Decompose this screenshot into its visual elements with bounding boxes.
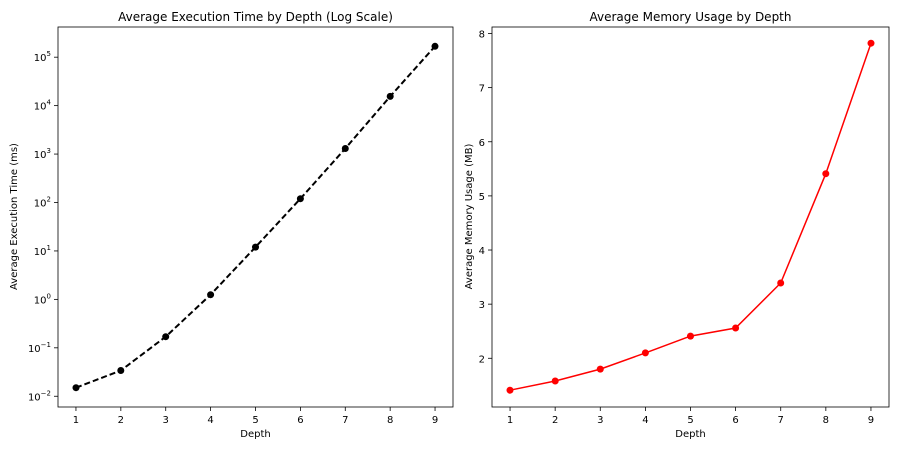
x-tick-label: 4 bbox=[642, 415, 648, 426]
x-tick-label: 4 bbox=[207, 415, 213, 426]
series-marks bbox=[506, 39, 875, 394]
data-point bbox=[506, 386, 514, 394]
x-tick-label: 3 bbox=[597, 415, 603, 426]
y-tick-label: 5 bbox=[479, 192, 485, 203]
memory-usage-chart: Average Memory Usage by Depth Depth Aver… bbox=[464, 10, 890, 440]
y-tick-label: 8 bbox=[479, 29, 485, 40]
x-axis-label: Depth bbox=[240, 429, 270, 440]
data-point bbox=[641, 349, 649, 357]
y-tick-label: 104 bbox=[34, 99, 52, 113]
data-point bbox=[117, 367, 125, 374]
y-tick-label: 103 bbox=[34, 147, 51, 161]
data-point bbox=[386, 92, 394, 100]
data-point bbox=[551, 377, 559, 385]
plot-frame bbox=[491, 26, 890, 408]
execution-time-chart: Average Execution Time by Depth (Log Sca… bbox=[9, 10, 454, 440]
y-tick-label: 101 bbox=[34, 244, 51, 258]
chart-title: Average Execution Time by Depth (Log Sca… bbox=[118, 10, 393, 24]
data-point bbox=[296, 195, 304, 203]
y-tick-label: 4 bbox=[479, 246, 485, 257]
x-axis-label: Depth bbox=[675, 429, 705, 440]
x-tick-label: 7 bbox=[342, 415, 348, 426]
x-tick-label: 7 bbox=[778, 415, 784, 426]
x-tick-label: 8 bbox=[823, 415, 829, 426]
x-tick-label: 9 bbox=[432, 415, 438, 426]
ticks: 1 2 3 4 5 6 7 8 9 2 3 4 5 6 7 8 bbox=[479, 29, 875, 426]
data-point bbox=[207, 291, 215, 299]
y-tick-label: 102 bbox=[34, 196, 51, 210]
ticks: 1 2 3 4 5 6 7 8 9 10−2 10−1 100 101 102 103 104 105 bbox=[28, 50, 438, 426]
plot-frame bbox=[57, 26, 454, 408]
chart-title: Average Memory Usage by Depth bbox=[590, 10, 792, 24]
data-point bbox=[867, 39, 875, 47]
data-point bbox=[596, 365, 604, 373]
x-tick-label: 2 bbox=[552, 415, 558, 426]
y-tick-label: 10−1 bbox=[28, 341, 51, 355]
x-tick-label: 6 bbox=[297, 415, 303, 426]
data-point bbox=[252, 243, 259, 251]
x-tick-label: 5 bbox=[252, 415, 258, 426]
y-tick-label: 7 bbox=[479, 84, 485, 95]
data-point bbox=[431, 42, 439, 50]
y-tick-label: 2 bbox=[479, 354, 485, 365]
data-point bbox=[341, 145, 349, 152]
y-tick-label: 10−2 bbox=[28, 389, 51, 403]
y-tick-label: 100 bbox=[34, 292, 51, 306]
series-marks bbox=[72, 42, 439, 392]
x-tick-label: 1 bbox=[73, 415, 79, 426]
y-axis-label: Average Execution Time (ms) bbox=[9, 143, 20, 290]
y-tick-label: 105 bbox=[34, 50, 51, 64]
x-tick-label: 1 bbox=[507, 415, 513, 426]
y-tick-label: 6 bbox=[479, 138, 485, 149]
data-point bbox=[822, 170, 830, 178]
series-line bbox=[75, 45, 436, 389]
x-tick-label: 3 bbox=[163, 415, 169, 426]
data-point bbox=[687, 332, 694, 340]
data-point bbox=[72, 384, 80, 392]
y-axis-label: Average Memory Usage (MB) bbox=[464, 144, 475, 290]
x-tick-label: 6 bbox=[732, 415, 738, 426]
data-point bbox=[777, 279, 785, 287]
data-point bbox=[732, 324, 740, 332]
x-tick-label: 8 bbox=[387, 415, 393, 426]
data-point bbox=[162, 333, 170, 341]
x-tick-label: 2 bbox=[118, 415, 124, 426]
x-tick-label: 5 bbox=[687, 415, 693, 426]
x-tick-label: 9 bbox=[868, 415, 874, 426]
y-tick-label: 3 bbox=[479, 300, 485, 311]
